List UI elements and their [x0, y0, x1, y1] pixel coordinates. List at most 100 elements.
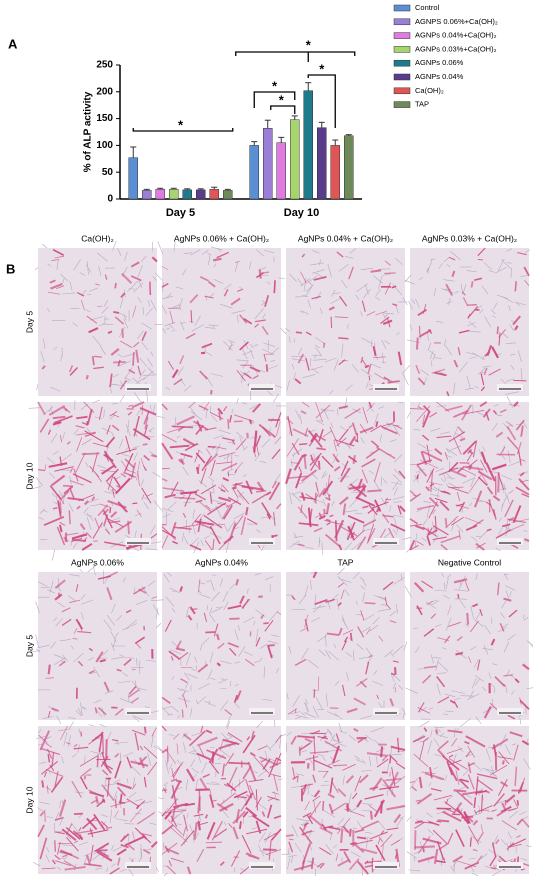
stain	[354, 455, 355, 464]
stain	[417, 475, 418, 479]
stain	[150, 282, 151, 295]
stain	[513, 380, 526, 381]
x-tick-label: Day 5	[166, 207, 195, 219]
stain	[395, 667, 396, 674]
stain	[128, 521, 129, 534]
stain	[286, 835, 294, 836]
stain	[142, 405, 143, 415]
stain	[367, 490, 381, 491]
micrograph	[405, 572, 533, 724]
stain	[205, 632, 215, 633]
fiber	[89, 724, 95, 726]
stain	[329, 495, 330, 501]
scale-bar-box	[373, 708, 399, 715]
stain	[452, 814, 460, 815]
bar	[142, 190, 151, 199]
scale-bar-box	[497, 862, 523, 869]
stain	[371, 270, 381, 271]
row-label: Day 10	[24, 786, 34, 813]
scale-bar-box	[373, 384, 399, 391]
scale-bar-box	[249, 384, 275, 391]
stain	[228, 472, 229, 477]
significance-star: *	[178, 117, 184, 132]
stain	[351, 633, 352, 641]
stain	[198, 464, 199, 470]
stain	[415, 846, 435, 847]
bar	[290, 120, 299, 199]
stain	[296, 332, 302, 333]
stain	[299, 444, 307, 445]
stain	[503, 760, 504, 764]
bar	[317, 128, 326, 199]
stain	[63, 486, 73, 487]
legend-swatch	[394, 102, 410, 108]
bar	[331, 145, 340, 199]
column-header: AgNPs 0.06%	[71, 557, 124, 567]
bar	[263, 128, 272, 199]
column-header: AgNPs 0.04% + Ca(OH)₂	[298, 233, 393, 243]
stain	[390, 756, 391, 763]
row-label: Day 5	[24, 311, 34, 333]
stain	[515, 281, 516, 291]
stain	[119, 802, 125, 803]
stain	[74, 814, 83, 815]
scale-bar-box	[497, 708, 523, 715]
bar	[277, 143, 286, 199]
stain	[208, 447, 215, 448]
significance-star: *	[306, 37, 312, 52]
stain	[357, 837, 366, 838]
column-header: AgNPs 0.04%	[195, 557, 248, 567]
micrograph	[29, 390, 162, 561]
row-label: Day 10	[24, 462, 34, 489]
stain	[100, 660, 106, 661]
legend-swatch	[394, 74, 410, 80]
column-header: TAP	[338, 557, 354, 567]
scale-bar-box	[373, 862, 399, 869]
panel-label: B	[6, 261, 15, 276]
micrograph	[33, 722, 159, 876]
bar	[196, 190, 205, 199]
stain	[338, 338, 348, 339]
micrograph	[154, 394, 287, 553]
stain	[69, 510, 70, 524]
bar	[223, 190, 232, 199]
stain	[206, 842, 222, 843]
y-tick-label: 200	[96, 86, 113, 97]
stain	[263, 849, 276, 850]
stain	[122, 329, 123, 338]
bar	[169, 189, 178, 199]
fiber	[52, 549, 55, 560]
stain	[53, 417, 65, 418]
fiber	[158, 241, 163, 254]
stain	[518, 800, 519, 805]
stain	[85, 775, 86, 779]
stain	[263, 623, 268, 624]
stain	[350, 829, 351, 837]
stain	[94, 850, 107, 851]
stain	[497, 326, 498, 334]
stain	[113, 362, 126, 363]
scale-bar-box	[249, 708, 275, 715]
stain	[240, 821, 241, 829]
stain	[172, 426, 193, 427]
stain	[49, 665, 50, 675]
legend-label: Ca(OH)₂	[415, 86, 444, 95]
column-header: AgNPs 0.06% + Ca(OH)₂	[174, 233, 269, 243]
x-tick-label: Day 10	[284, 207, 319, 219]
micrograph	[154, 716, 291, 876]
y-tick-label: 250	[96, 60, 113, 71]
micrograph-bg	[162, 248, 281, 396]
stain	[97, 754, 98, 767]
stain	[211, 390, 212, 394]
micrograph	[282, 723, 405, 876]
micrograph	[286, 397, 405, 554]
stain	[274, 280, 275, 293]
micrograph	[35, 241, 157, 403]
legend-label: AGNPs 0.04%+Ca(OH)₂	[415, 31, 497, 40]
stain	[423, 848, 424, 853]
stain	[228, 763, 248, 764]
bar	[344, 136, 353, 199]
stain	[324, 343, 325, 348]
stain	[246, 507, 247, 515]
stain	[103, 734, 104, 754]
